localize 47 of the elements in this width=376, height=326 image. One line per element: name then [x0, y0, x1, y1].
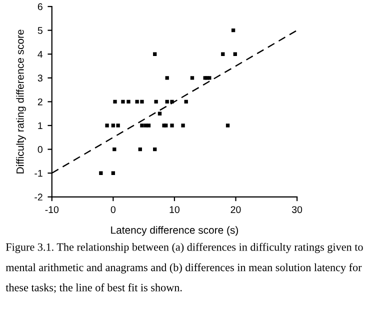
x-tick-label: -10: [45, 206, 59, 214]
point: [112, 147, 116, 152]
point: [105, 124, 109, 128]
y-tick-label: 4: [38, 50, 43, 58]
point: [99, 171, 103, 175]
point: [140, 100, 144, 104]
point: [170, 124, 174, 128]
y-tick-label: 5: [38, 27, 42, 34]
y-tick-label: 3: [38, 74, 42, 82]
x-tick-label: 10: [170, 206, 180, 214]
y-tick-label: 6: [38, 3, 42, 10]
point: [113, 100, 117, 104]
point: [140, 124, 144, 128]
point: [165, 76, 169, 80]
point: [116, 124, 120, 128]
y-axis-title: Difficulty rating difference score: [16, 30, 26, 174]
point: [153, 52, 157, 56]
x-tick-label: 0: [110, 206, 116, 214]
point: [233, 52, 237, 56]
point: [153, 147, 157, 152]
y-tick-label: -2: [34, 194, 42, 200]
point: [170, 100, 174, 104]
point: [184, 100, 188, 104]
y-tick-label: 1: [38, 122, 42, 130]
point: [208, 76, 212, 80]
point: [154, 100, 158, 104]
point: [146, 124, 151, 128]
point: [181, 124, 185, 128]
x-tick-label: 30: [292, 206, 302, 214]
point: [138, 147, 142, 152]
y-tick-label: 0: [38, 146, 42, 153]
x-tick-label: 20: [230, 206, 241, 214]
point: [165, 100, 169, 104]
point: [121, 100, 125, 104]
x-axis-title: Latency difference score (s): [111, 226, 238, 236]
y-tick-label: -1: [34, 170, 42, 177]
point: [111, 171, 116, 175]
point: [190, 76, 194, 80]
point: [158, 112, 162, 116]
y-tick-label: 2: [38, 98, 42, 106]
point: [111, 124, 116, 128]
point: [231, 28, 236, 32]
caption: Figure 3.1. The relationship between (a) differences in difficulty ratings given to mental arithmetic and anagrams and (b) differences in mean solution latency for these tasks; the line of best fit is shown.: [6, 242, 363, 293]
point: [135, 100, 139, 104]
point: [221, 52, 225, 56]
point: [226, 124, 230, 128]
point: [126, 100, 130, 104]
